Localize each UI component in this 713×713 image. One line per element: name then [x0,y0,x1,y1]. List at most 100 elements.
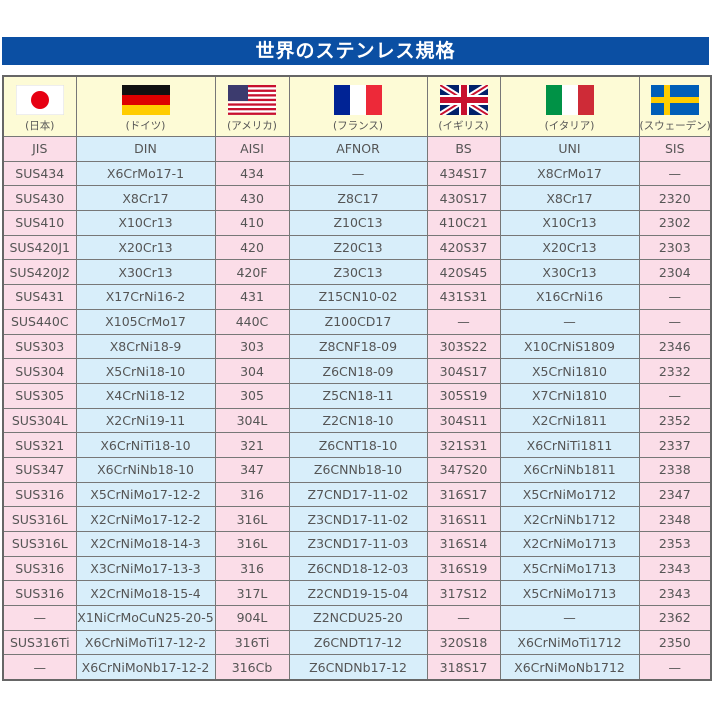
table-cell: 2304 [638,259,712,286]
table-row: SUS316L X2CrNiMo17-12-2 316L Z3CND17-11-02 3… [2,506,712,532]
table-row: SUS434 X6CrMo17-1 434—434S17 X8CrMo17— [2,160,712,187]
table-cell: X5CrNiMo1712 [499,481,640,508]
country-cell: (日本) [2,75,77,137]
table-cell: 2337 [638,432,712,458]
table-cell: 321S31 [426,432,501,458]
table-cell: 305 [214,382,290,409]
france-flag-icon [334,85,382,115]
standard-header-row: JIS DIN AISI AFNOR BS UNI SIS [2,136,712,162]
table-cell: 2338 [638,456,712,483]
table-row: — X1NiCrMoCuN25-20-5 904L Z2NCDU25-20— —2362 [2,605,712,631]
table-cell: 316S14 [426,531,501,557]
country-name: (アメリカ) [227,120,277,132]
table-cell: 2353 [638,531,712,557]
country-cell: (イギリス) [426,75,501,137]
table-cell: 420F [214,259,290,286]
table-cell: X7CrNi1810 [499,382,640,409]
page-title: 世界のステンレス規格 [2,37,709,65]
table-row: SUS440C X105CrMo17 440C Z100CD17— — — [2,308,712,335]
table-row: SUS303 X8CrNi18-9 303 Z8CNF18-09 303S22 X10Cr… [2,333,712,360]
table-cell: 304S11 [426,407,501,434]
table-cell: 431 [214,284,290,310]
country-name: (日本) [25,120,55,132]
table-cell: 316Ti [214,629,290,656]
table-cell: X5CrNiMo17-12-2 [75,481,216,508]
table-cell: X6CrMo17-1 [75,160,216,187]
table-cell: — [2,654,77,681]
table-cell: X8CrMo17 [499,160,640,187]
standard-header: JIS [2,136,77,162]
table-cell: X6CrNiNb18-10 [75,456,216,483]
table-cell: — [499,605,640,631]
table-row: SUS304L X2CrNi19-11 304L Z2CN18-10 304S11 X2C… [2,407,712,434]
table-cell: Z8CNF18-09 [288,333,428,360]
table-cell: 2346 [638,333,712,360]
table-cell: 2362 [638,605,712,631]
table-cell: SUS316 [2,580,77,607]
table-cell: Z8C17 [288,185,428,212]
table-cell: SUS440C [2,308,77,335]
table-cell: 320S18 [426,629,501,656]
table-cell: X6CrNiNb1811 [499,456,640,483]
table-cell: — [638,308,712,335]
table-cell: X8Cr17 [499,185,640,212]
table-cell: 440C [214,308,290,335]
table-cell: 317L [214,580,290,607]
table-cell: SUS316 [2,555,77,582]
standard-header: UNI [499,136,640,162]
table-row: SUS316 X2CrNiMo18-15-4 317L Z2CND19-15-04 31… [2,580,712,607]
table-cell: 316L [214,506,290,532]
table-cell: — [426,605,501,631]
table-row: SUS305 X4CrNi18-12 305 Z5CN18-11 305S19 X7CrN… [2,382,712,409]
country-cell: (イタリア) [499,75,640,137]
germany-flag-icon [121,85,170,115]
country-name: (フランス) [333,120,383,132]
table-row: SUS431 X17CrNi16-2 431 Z15CN10-02 431S31 X16C… [2,284,712,310]
table-cell: X10Cr13 [75,210,216,236]
standard-header: AFNOR [288,136,428,162]
table-cell: SUS304 [2,358,77,384]
table-cell: Z6CN18-09 [288,358,428,384]
table-cell: Z6CNT18-10 [288,432,428,458]
table-cell: 2302 [638,210,712,236]
table-cell: X10CrNiS1809 [499,333,640,360]
table-cell: Z7CND17-11-02 [288,481,428,508]
table-cell: 304S17 [426,358,501,384]
table-cell: X2CrNiMo17-12-2 [75,506,216,532]
table-cell: 316Cb [214,654,290,681]
table-cell: X5CrNi18-10 [75,358,216,384]
table-cell: 2343 [638,555,712,582]
table-cell: 304L [214,407,290,434]
table-cell: X105CrMo17 [75,308,216,335]
table-cell: SUS316Ti [2,629,77,656]
table-cell: 2332 [638,358,712,384]
country-cell: (アメリカ) [214,75,290,137]
table-cell: 2347 [638,481,712,508]
table-cell: SUS303 [2,333,77,360]
table-cell: Z10C13 [288,210,428,236]
table-cell: X6CrNiTi18-10 [75,432,216,458]
table-cell: Z2CND19-15-04 [288,580,428,607]
table-cell: X6CrNiMoTi17-12-2 [75,629,216,656]
table-cell: 316L [214,531,290,557]
table-row: SUS316 X5CrNiMo17-12-2 316 Z7CND17-11-02 316… [2,481,712,508]
table-cell: 305S19 [426,382,501,409]
table-cell: SUS410 [2,210,77,236]
table-cell: X6CrNiMoNb17-12-2 [75,654,216,681]
table-cell: Z20C13 [288,234,428,261]
table-cell: X3CrNiMo17-13-3 [75,555,216,582]
standard-header: DIN [75,136,216,162]
table-row: SUS420J1 X20Cr13 420 Z20C13 420S37 X20Cr13 230… [2,234,712,261]
table-cell: SUS420J1 [2,234,77,261]
table-cell: SUS316L [2,506,77,532]
table-cell: SUS305 [2,382,77,409]
table-cell: X17CrNi16-2 [75,284,216,310]
table-cell: X2CrNi1811 [499,407,640,434]
table-cell: — [426,308,501,335]
table-cell: X20Cr13 [499,234,640,261]
table-cell: 431S31 [426,284,501,310]
table-row: SUS410 X10Cr13 410 Z10C13 410C21 X10Cr13 2302 [2,210,712,236]
table-cell: 347 [214,456,290,483]
table-cell: Z3CND17-11-02 [288,506,428,532]
table-cell: 2343 [638,580,712,607]
